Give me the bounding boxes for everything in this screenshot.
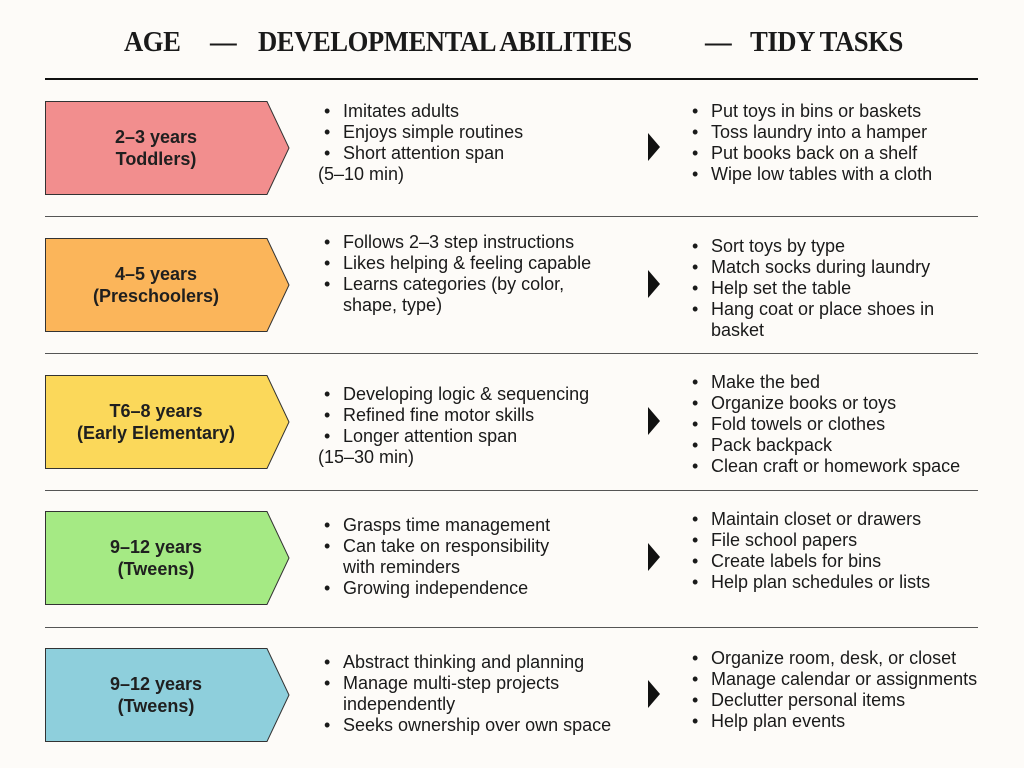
ability-item: Follows 2–3 step instructions [324, 232, 591, 253]
arrow-right-icon [648, 270, 660, 298]
ability-item: Longer attention span [324, 426, 589, 447]
age-tag-shape [45, 375, 290, 469]
task-item: Organize room, desk, or closet [692, 648, 977, 669]
ability-item: Enjoys simple routines [324, 122, 523, 143]
age-tag: 9–12 years (Tweens) [45, 511, 290, 605]
age-tag: 4–5 years (Preschoolers) [45, 238, 290, 332]
age-tag-shape [45, 648, 290, 742]
task-item: Fold towels or clothes [692, 414, 960, 435]
age-row: T6–8 years(Early Elementary) Developing l… [45, 372, 1005, 477]
age-group: (Tweens) [117, 696, 195, 716]
ability-item: Learns categories (by color, [324, 274, 591, 295]
age-group: (Preschoolers) [92, 286, 220, 306]
task-item: Maintain closet or drawers [692, 509, 930, 530]
ability-item: Short attention span [324, 143, 523, 164]
age-group: (Early Elementary) [76, 423, 236, 443]
arrow-right-icon [648, 133, 660, 161]
task-item: Hang coat or place shoes in [692, 299, 934, 320]
task-item: Declutter personal items [692, 690, 977, 711]
tasks-list: Sort toys by typeMatch socks during laun… [692, 236, 934, 341]
age-group: (Tweens) [117, 559, 195, 579]
ability-item: shape, type) [343, 295, 443, 315]
row-divider [45, 353, 978, 354]
tasks-list: Put toys in bins or basketsToss laundry … [692, 101, 932, 185]
abilities-list: Developing logic & sequencingRefined fin… [318, 384, 589, 468]
task-item: Clean craft or homework space [692, 456, 960, 477]
age-tag: 2–3 years Toddlers) [45, 101, 290, 195]
abilities-list: Imitates adultsEnjoys simple routinesSho… [318, 101, 523, 185]
ability-item: independently [343, 694, 456, 714]
ability-item: Developing logic & sequencing [324, 384, 589, 405]
ability-item: (5–10 min) [318, 164, 405, 184]
age-range: T6–8 years [109, 401, 203, 421]
task-item: Help set the table [692, 278, 934, 299]
age-range: 9–12 years [109, 537, 203, 557]
ability-item: Refined fine motor skills [324, 405, 589, 426]
row-divider [45, 627, 978, 628]
task-item: Toss laundry into a hamper [692, 122, 932, 143]
task-item: Sort toys by type [692, 236, 934, 257]
ability-item: Imitates adults [324, 101, 523, 122]
task-item: Organize books or toys [692, 393, 960, 414]
age-range: 4–5 years [114, 264, 198, 284]
age-tag-shape [45, 238, 290, 332]
tasks-list: Maintain closet or drawersFile school pa… [692, 509, 930, 593]
task-item: Put toys in bins or baskets [692, 101, 932, 122]
abilities-list: Abstract thinking and planningManage mul… [324, 652, 611, 736]
ability-item: Likes helping & feeling capable [324, 253, 591, 274]
arrow-right-icon [648, 407, 660, 435]
age-row: 9–12 years(Tweens) Grasps time management… [45, 509, 1005, 605]
ability-item: with reminders [343, 557, 461, 577]
age-row: 9–12 years(Tweens) Abstract thinking and … [45, 648, 1005, 742]
tasks-list: Organize room, desk, or closetManage cal… [692, 648, 977, 732]
task-item: Help plan events [692, 711, 977, 732]
header-tasks: TIDY TASKS [750, 26, 903, 58]
age-tag-shape [45, 101, 290, 195]
age-tag-shape [45, 511, 290, 605]
task-item: Manage calendar or assignments [692, 669, 977, 690]
row-divider [45, 216, 978, 217]
abilities-list: Follows 2–3 step instructionsLikes helpi… [324, 232, 591, 316]
age-row: 4–5 years(Preschoolers) Follows 2–3 step … [45, 232, 1005, 340]
task-item: Put books back on a shelf [692, 143, 932, 164]
ability-item: Growing independence [324, 578, 550, 599]
task-item: Create labels for bins [692, 551, 930, 572]
row-divider [45, 490, 978, 491]
ability-item: (15–30 min) [318, 447, 415, 467]
header-age: AGE [124, 26, 181, 58]
ability-item: Grasps time management [324, 515, 550, 536]
age-tag: 9–12 years (Tweens) [45, 648, 290, 742]
header-dash: — [705, 26, 732, 58]
tasks-list: Make the bedOrganize books or toysFold t… [692, 372, 960, 477]
header-dash: — [210, 26, 237, 58]
abilities-list: Grasps time managementCan take on respon… [324, 515, 550, 599]
header-divider [45, 78, 978, 80]
age-tag: T6–8 years (Early Elementary) [45, 375, 290, 469]
age-group: Toddlers) [115, 149, 197, 169]
ability-item: Manage multi-step projects [324, 673, 611, 694]
task-item: Wipe low tables with a cloth [692, 164, 932, 185]
arrow-right-icon [648, 680, 660, 708]
task-item: Make the bed [692, 372, 960, 393]
task-item: Pack backpack [692, 435, 960, 456]
age-range: 9–12 years [109, 674, 203, 694]
ability-item: Can take on responsibility [324, 536, 550, 557]
task-item: File school papers [692, 530, 930, 551]
header-abilities: DEVELOPMENTAL ABILITIES [258, 26, 632, 58]
task-item: basket [711, 320, 765, 340]
task-item: Match socks during laundry [692, 257, 934, 278]
ability-item: Seeks ownership over own space [324, 715, 611, 736]
arrow-right-icon [648, 543, 660, 571]
ability-item: Abstract thinking and planning [324, 652, 611, 673]
task-item: Help plan schedules or lists [692, 572, 930, 593]
age-range: 2–3 years [114, 127, 198, 147]
